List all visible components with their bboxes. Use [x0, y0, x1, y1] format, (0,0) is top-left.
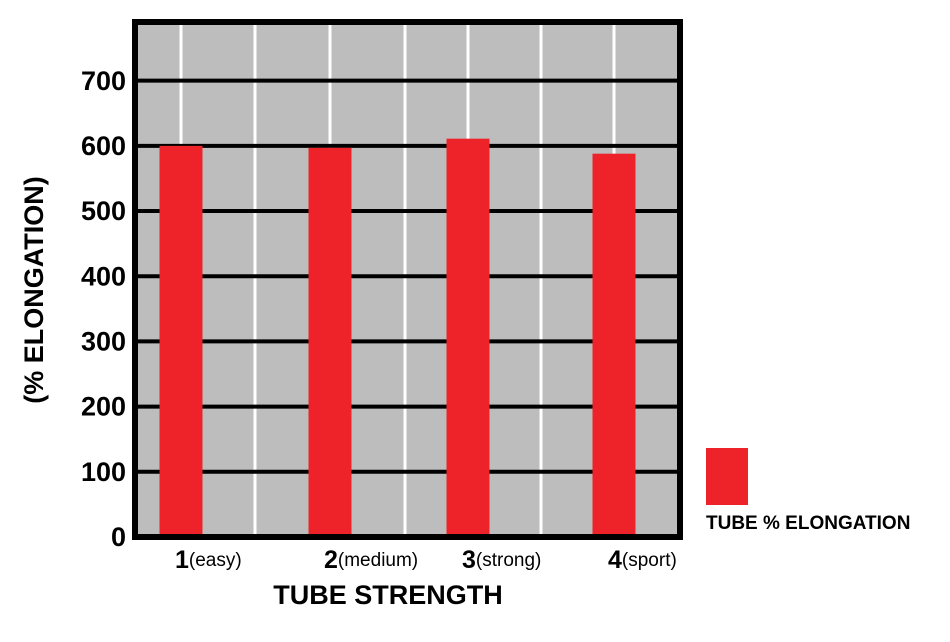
y-tick-label: 600	[81, 131, 126, 161]
bar	[446, 138, 490, 537]
y-axis-title: (% ELONGATION)	[19, 176, 49, 403]
x-tick-label: 2(medium)	[324, 546, 418, 574]
y-tick-label: 200	[81, 392, 126, 422]
plot-background	[135, 22, 680, 537]
y-tick-label: 300	[81, 327, 126, 357]
y-tick-label: 500	[81, 196, 126, 226]
bar	[308, 147, 352, 537]
x-tick-label: 3(strong)	[462, 546, 541, 574]
y-tick-label: 700	[81, 66, 126, 96]
plot-border	[132, 19, 683, 540]
y-tick-label: 400	[81, 261, 126, 291]
legend-swatch	[706, 448, 748, 505]
labels: 0 100 200 300 400 500 600 700 1(easy) 2(medium) 3(…	[81, 66, 911, 574]
x-tick-label: 1(easy)	[175, 546, 242, 574]
x-tick-label: 4(sport)	[608, 546, 677, 574]
x-axis-title: TUBE STRENGTH	[273, 580, 503, 610]
bar	[159, 145, 203, 537]
legend-label: TUBE % ELONGATION	[706, 513, 910, 534]
y-tick-label: 100	[81, 457, 126, 487]
bars	[159, 138, 636, 538]
y-tick-label: 0	[111, 522, 126, 552]
bar	[592, 153, 636, 538]
